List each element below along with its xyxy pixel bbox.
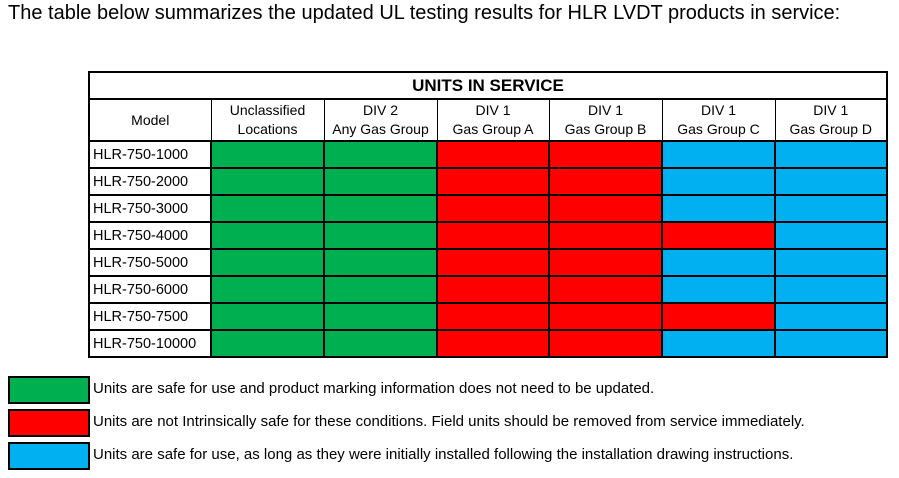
status-cell-red: [661, 302, 776, 331]
model-cell: HLR-750-10000: [88, 329, 212, 358]
column-header-line1: DIV 1: [587, 102, 623, 118]
status-cell-green: [210, 275, 325, 304]
legend-text-blue: Units are safe for use, as long as they …: [93, 446, 794, 463]
table-row: HLR-750-5000: [88, 248, 888, 277]
column-header-line1: DIV 1: [700, 102, 736, 118]
status-cell-blue: [661, 329, 776, 358]
color-legend: Units are safe for use and product marki…: [8, 376, 898, 475]
table-row: HLR-750-4000: [88, 221, 888, 250]
legend-item-red: Units are not Intrinsically safe for the…: [8, 409, 898, 437]
status-cell-green: [323, 221, 438, 250]
status-cell-green: [210, 302, 325, 331]
status-cell-red: [436, 221, 550, 250]
column-header-line1: DIV 2: [362, 102, 398, 118]
status-cell-red: [661, 221, 776, 250]
model-cell: HLR-750-1000: [88, 140, 212, 169]
column-header-div1-group-b: DIV 1 Gas Group B: [548, 98, 663, 142]
status-cell-red: [436, 275, 550, 304]
status-cell-red: [436, 167, 550, 196]
status-cell-red: [436, 302, 550, 331]
status-cell-green: [323, 248, 438, 277]
legend-text-red: Units are not Intrinsically safe for the…: [93, 413, 805, 430]
status-cell-blue: [774, 275, 888, 304]
status-cell-green: [210, 167, 325, 196]
model-cell: HLR-750-6000: [88, 275, 212, 304]
table-row: HLR-750-10000: [88, 329, 888, 358]
status-cell-blue: [774, 302, 888, 331]
status-cell-red: [436, 329, 550, 358]
status-cell-blue: [774, 167, 888, 196]
column-header-div2: DIV 2 Any Gas Group: [323, 98, 438, 142]
column-header-div1-group-a: DIV 1 Gas Group A: [436, 98, 550, 142]
column-header-line2: Any Gas Group: [332, 121, 429, 137]
status-cell-green: [210, 194, 325, 223]
status-cell-red: [436, 194, 550, 223]
status-cell-green: [210, 329, 325, 358]
status-cell-green: [210, 248, 325, 277]
status-cell-red: [548, 167, 663, 196]
table-row: HLR-750-6000: [88, 275, 888, 304]
status-cell-green: [323, 140, 438, 169]
column-header-line1: DIV 1: [813, 102, 849, 118]
status-cell-red: [548, 140, 663, 169]
column-header-line2: Gas Group B: [564, 121, 647, 137]
column-header-line2: Gas Group D: [789, 121, 872, 137]
status-cell-green: [323, 275, 438, 304]
model-cell: HLR-750-4000: [88, 221, 212, 250]
status-cell-green: [323, 329, 438, 358]
status-cell-blue: [774, 248, 888, 277]
legend-text-green: Units are safe for use and product marki…: [93, 380, 655, 397]
status-cell-blue: [774, 140, 888, 169]
status-cell-green: [210, 221, 325, 250]
status-cell-blue: [661, 248, 776, 277]
status-cell-red: [436, 140, 550, 169]
status-cell-red: [548, 194, 663, 223]
status-cell-blue: [774, 329, 888, 358]
column-header-line1: Unclassified: [229, 102, 306, 118]
column-header-line2: Gas Group C: [677, 121, 760, 137]
status-cell-green: [323, 194, 438, 223]
column-header-line1: Model: [131, 111, 170, 128]
table-body: HLR-750-1000 HLR-750-2000 HLR-750-3000 HLR-…: [88, 140, 888, 358]
status-cell-blue: [661, 140, 776, 169]
status-cell-green: [323, 167, 438, 196]
column-header-model: Model: [88, 98, 212, 142]
model-cell: HLR-750-7500: [88, 302, 212, 331]
status-cell-red: [548, 329, 663, 358]
status-cell-red: [548, 302, 663, 331]
units-in-service-table: UNITS IN SERVICE Model Unclassified Loca…: [88, 71, 888, 358]
model-cell: HLR-750-3000: [88, 194, 212, 223]
table-row: HLR-750-7500: [88, 302, 888, 331]
status-cell-blue: [774, 221, 888, 250]
column-header-div1-group-c: DIV 1 Gas Group C: [661, 98, 776, 142]
status-cell-green: [323, 302, 438, 331]
column-header-line2: Locations: [237, 121, 298, 137]
status-cell-red: [436, 248, 550, 277]
model-cell: HLR-750-5000: [88, 248, 212, 277]
table-row: HLR-750-2000: [88, 167, 888, 196]
column-header-unclassified: Unclassified Locations: [210, 98, 325, 142]
model-cell: HLR-750-2000: [88, 167, 212, 196]
legend-swatch-green: [8, 376, 90, 404]
legend-item-blue: Units are safe for use, as long as they …: [8, 442, 898, 470]
status-cell-red: [548, 275, 663, 304]
column-header-row: Model Unclassified Locations DIV 2 Any G…: [88, 98, 888, 142]
status-cell-green: [210, 140, 325, 169]
status-cell-blue: [661, 167, 776, 196]
table-row: HLR-750-1000: [88, 140, 888, 169]
status-cell-red: [548, 248, 663, 277]
status-cell-blue: [661, 275, 776, 304]
column-header-div1-group-d: DIV 1 Gas Group D: [774, 98, 888, 142]
legend-item-green: Units are safe for use and product marki…: [8, 376, 898, 404]
column-header-line2: Gas Group A: [452, 121, 534, 137]
status-cell-blue: [774, 194, 888, 223]
intro-paragraph: The table below summarizes the updated U…: [8, 2, 841, 24]
table-title: UNITS IN SERVICE: [88, 71, 888, 100]
column-header-line1: DIV 1: [475, 102, 511, 118]
table-row: HLR-750-3000: [88, 194, 888, 223]
legend-swatch-red: [8, 409, 90, 437]
status-cell-blue: [661, 194, 776, 223]
legend-swatch-blue: [8, 442, 90, 470]
status-cell-red: [548, 221, 663, 250]
